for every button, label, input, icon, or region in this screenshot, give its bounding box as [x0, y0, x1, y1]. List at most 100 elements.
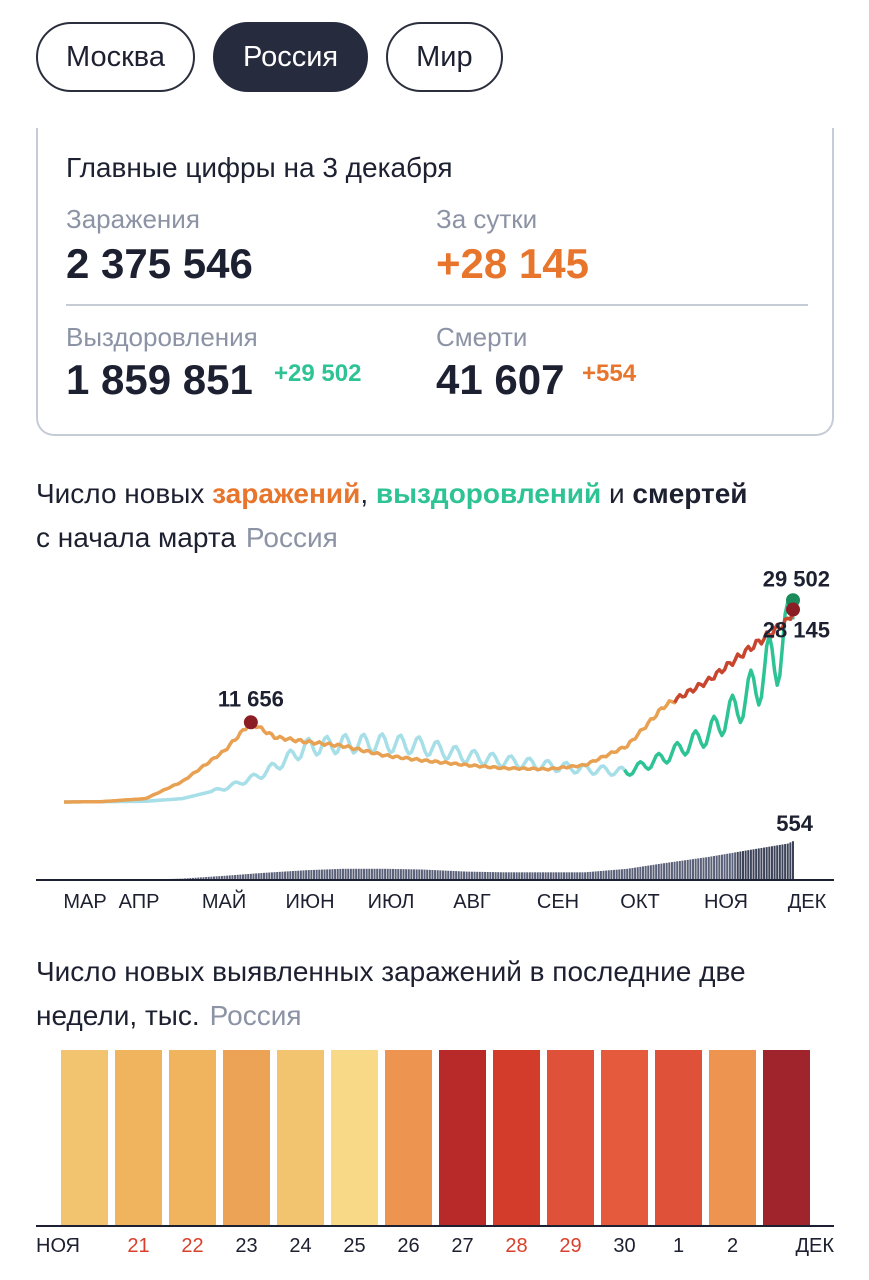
x-tick-label: 23: [235, 1235, 257, 1257]
chart1-title-part2: ,: [360, 478, 376, 509]
death-bar: [386, 868, 389, 880]
death-bar: [286, 871, 289, 880]
death-bar: [723, 854, 726, 880]
x-tick-label: НОЯ: [704, 891, 748, 913]
death-bar: [478, 871, 481, 880]
death-bar: [576, 872, 579, 880]
death-bar: [391, 868, 394, 880]
death-bar: [465, 871, 468, 880]
series-recoveries-line-recent: [623, 599, 795, 777]
x-tick-label: АВГ: [453, 891, 491, 913]
edge-label-right: ДЕК: [795, 1235, 834, 1257]
x-tick-label: СЕН: [537, 891, 579, 913]
death-bar: [223, 875, 226, 880]
death-bar: [763, 847, 766, 880]
x-tick-label: 22: [181, 1235, 203, 1257]
death-bar: [518, 872, 521, 880]
death-bar: [234, 875, 237, 880]
series-recoveries-line: [64, 732, 629, 804]
tab-world[interactable]: Мир: [386, 22, 503, 92]
death-bar: [536, 872, 539, 880]
bar: [493, 1050, 540, 1226]
death-bar: [231, 875, 234, 880]
death-bar: [770, 846, 773, 880]
death-bar: [676, 861, 679, 880]
bar-chart: 24,324,82124,62225,22324,32423,72525,526…: [36, 1050, 834, 1257]
death-bar: [194, 877, 197, 880]
death-bar: [765, 847, 768, 880]
death-bar: [394, 869, 397, 880]
death-bar: [323, 869, 326, 880]
death-bar: [786, 843, 789, 880]
death-bar: [541, 872, 544, 880]
bar: [277, 1050, 324, 1226]
death-bar: [449, 870, 452, 880]
death-bar: [368, 868, 371, 880]
x-tick-label: МАР: [63, 891, 106, 913]
death-bar: [244, 874, 247, 880]
death-bar: [239, 874, 242, 880]
chart1-title-deaths: смертей: [632, 478, 748, 509]
death-bar: [336, 869, 339, 880]
death-bar: [744, 850, 747, 880]
death-bar: [560, 872, 563, 880]
death-bar: [594, 871, 597, 880]
x-tick-label: 1: [673, 1235, 684, 1257]
death-bar: [470, 871, 473, 880]
death-bar: [657, 864, 660, 880]
death-bar: [705, 857, 708, 880]
x-tick-label: 21: [127, 1235, 149, 1257]
death-bar: [544, 872, 547, 880]
death-bar: [360, 868, 363, 880]
bar: [547, 1050, 594, 1226]
death-bar: [673, 861, 676, 880]
death-bar: [507, 872, 510, 880]
summary-title: Главные цифры на 3 декабря: [66, 152, 453, 183]
x-tick-label: 28: [505, 1235, 527, 1257]
death-bar: [468, 871, 471, 880]
death-bar: [586, 872, 589, 880]
death-bar: [199, 877, 202, 880]
death-bar: [344, 868, 347, 880]
death-bar: [715, 855, 718, 880]
death-bar: [378, 868, 381, 880]
death-bar: [520, 872, 523, 880]
daily-label: За сутки: [436, 204, 538, 234]
death-bar: [447, 870, 450, 880]
recoveries-label: Выздоровления: [66, 322, 258, 352]
death-bar: [489, 872, 492, 880]
death-bar: [649, 865, 652, 880]
death-bar: [463, 871, 466, 880]
death-bar: [352, 868, 355, 880]
death-bar: [620, 869, 623, 880]
death-bar: [270, 872, 273, 880]
death-bar: [363, 868, 366, 880]
chart2-title-line1: Число новых выявленных заражений в после…: [36, 956, 746, 987]
death-bar: [647, 865, 650, 880]
x-tick-label: ОКТ: [620, 891, 659, 913]
death-bar: [484, 871, 487, 880]
death-bar: [434, 870, 437, 880]
death-bar: [415, 869, 418, 880]
tab-russia[interactable]: Россия: [213, 22, 369, 92]
death-bar: [607, 870, 610, 880]
death-bar: [215, 876, 218, 880]
death-bar: [547, 872, 550, 880]
death-bar: [349, 868, 352, 880]
chart1-title: Число новых заражений, выздоровлений и с…: [36, 472, 748, 560]
bar: [763, 1050, 810, 1226]
death-bar: [213, 876, 216, 880]
tab-moscow[interactable]: Москва: [36, 22, 196, 92]
series-infections-line-recent: [673, 610, 795, 704]
death-bar: [684, 860, 687, 880]
death-bar: [326, 869, 329, 880]
death-bar: [260, 873, 263, 880]
death-bar: [631, 868, 634, 880]
line-chart: 11 656 29 502 28 145 554 МАР АПР МАЙ ИЮН ИЮЛ АВГ С…: [36, 570, 834, 913]
death-bar: [644, 866, 647, 880]
infections-end-dot: [786, 602, 800, 617]
death-bar: [628, 868, 631, 880]
death-bar: [573, 872, 576, 880]
death-bar: [384, 868, 387, 880]
x-tick-label: 24: [289, 1235, 311, 1257]
